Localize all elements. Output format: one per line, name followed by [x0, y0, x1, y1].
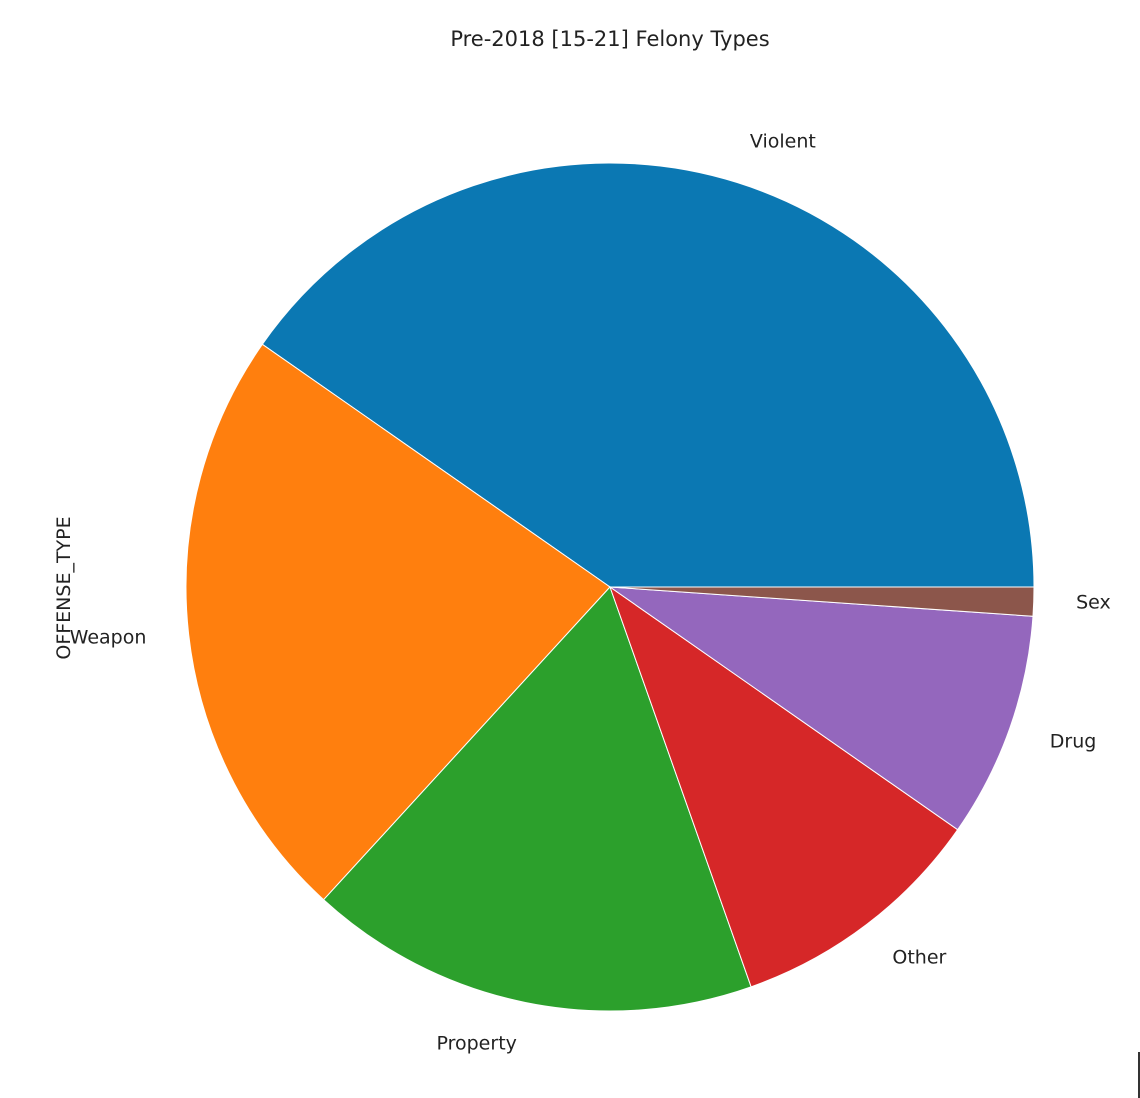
pie-slice-sex [609, 586, 1035, 617]
pie-slice-property [322, 586, 752, 1012]
pie-slice-other [609, 585, 959, 988]
window-edge-mark [1138, 1052, 1140, 1098]
pie-slice-drug [608, 586, 1034, 831]
slice-label-property: Property [436, 1033, 516, 1055]
slice-label-other: Other [892, 947, 946, 969]
slice-label-violent: Violent [750, 131, 816, 153]
y-axis-label: OFFENSE_TYPE [53, 516, 75, 659]
pie-slice-violent [261, 162, 1035, 588]
pie-slice-weapon [185, 343, 611, 901]
slice-label-drug: Drug [1050, 731, 1097, 753]
pie-labels: Violent Weapon Property Other Drug Sex [70, 131, 1111, 1055]
slice-label-weapon: Weapon [70, 627, 147, 649]
chart-title: Pre-2018 [15-21] Felony Types [450, 27, 769, 51]
pie-slices [185, 162, 1035, 1012]
slice-label-sex: Sex [1076, 592, 1111, 614]
